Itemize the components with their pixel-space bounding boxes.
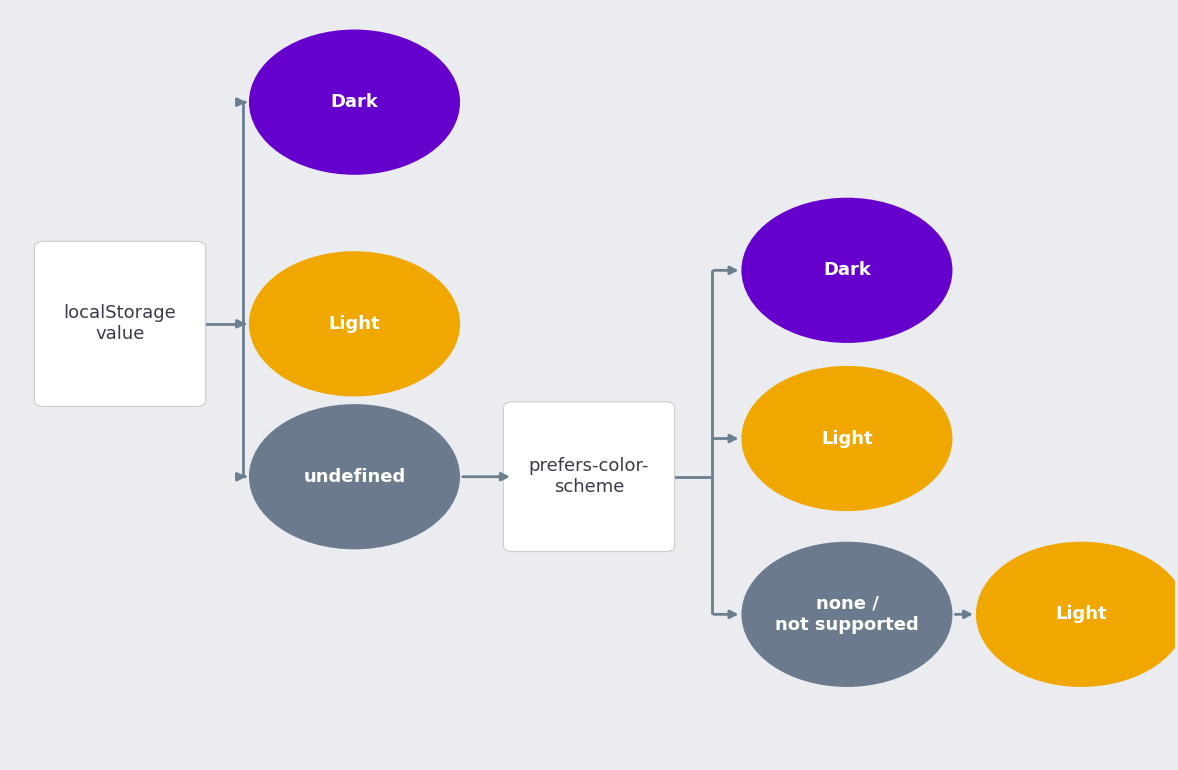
Text: undefined: undefined: [304, 467, 405, 486]
Text: Light: Light: [821, 430, 873, 447]
Text: Dark: Dark: [823, 261, 871, 280]
FancyBboxPatch shape: [503, 402, 675, 551]
FancyBboxPatch shape: [34, 241, 206, 407]
Ellipse shape: [249, 404, 461, 549]
Text: localStorage
value: localStorage value: [64, 304, 177, 343]
Ellipse shape: [741, 198, 953, 343]
Text: Light: Light: [329, 315, 380, 333]
Ellipse shape: [249, 251, 461, 397]
Text: Light: Light: [1055, 605, 1107, 624]
Text: prefers-color-
scheme: prefers-color- scheme: [529, 457, 649, 496]
Text: Dark: Dark: [331, 93, 378, 111]
Ellipse shape: [741, 366, 953, 511]
Ellipse shape: [249, 29, 461, 175]
Ellipse shape: [741, 542, 953, 687]
Ellipse shape: [975, 542, 1178, 687]
Text: none /
not supported: none / not supported: [775, 595, 919, 634]
